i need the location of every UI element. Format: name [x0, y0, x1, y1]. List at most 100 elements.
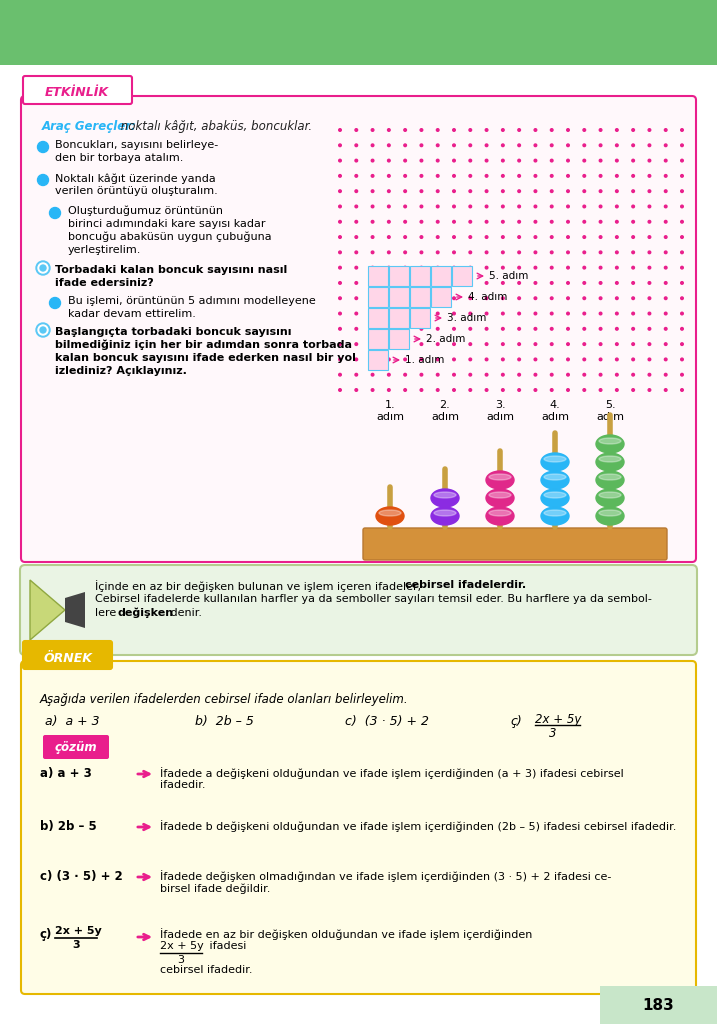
- Circle shape: [665, 189, 667, 193]
- Circle shape: [648, 174, 651, 177]
- Circle shape: [616, 189, 618, 193]
- Circle shape: [648, 189, 651, 193]
- Circle shape: [371, 328, 374, 330]
- Circle shape: [420, 312, 423, 314]
- Text: adım: adım: [596, 412, 624, 422]
- Circle shape: [534, 328, 537, 330]
- Circle shape: [404, 160, 407, 162]
- Circle shape: [355, 282, 358, 285]
- Circle shape: [338, 358, 341, 360]
- Text: den bir torbaya atalım.: den bir torbaya atalım.: [55, 153, 184, 163]
- Circle shape: [551, 205, 553, 208]
- Circle shape: [648, 266, 651, 269]
- Circle shape: [371, 236, 374, 239]
- Circle shape: [371, 282, 374, 285]
- FancyBboxPatch shape: [368, 329, 388, 349]
- Circle shape: [371, 266, 374, 269]
- Circle shape: [518, 343, 521, 345]
- Circle shape: [420, 220, 423, 223]
- Ellipse shape: [541, 471, 569, 489]
- Circle shape: [583, 251, 586, 254]
- Circle shape: [452, 282, 455, 285]
- Circle shape: [437, 374, 439, 376]
- Circle shape: [616, 205, 618, 208]
- Circle shape: [616, 297, 618, 300]
- Circle shape: [551, 328, 553, 330]
- Circle shape: [665, 312, 667, 314]
- Text: çözüm: çözüm: [54, 740, 98, 754]
- Text: bilmediğiniz için her bir adımdan sonra torbada: bilmediğiniz için her bir adımdan sonra …: [55, 340, 352, 350]
- Circle shape: [599, 374, 602, 376]
- Circle shape: [404, 205, 407, 208]
- Circle shape: [420, 236, 423, 239]
- Circle shape: [632, 312, 635, 314]
- Circle shape: [534, 343, 537, 345]
- Circle shape: [485, 282, 488, 285]
- Circle shape: [599, 282, 602, 285]
- Circle shape: [485, 129, 488, 131]
- Text: adım: adım: [486, 412, 514, 422]
- Circle shape: [452, 312, 455, 314]
- Text: 2. adım: 2. adım: [426, 334, 465, 344]
- Circle shape: [518, 189, 521, 193]
- Circle shape: [518, 328, 521, 330]
- Circle shape: [599, 205, 602, 208]
- Text: a)  a + 3: a) a + 3: [45, 715, 100, 728]
- Circle shape: [420, 129, 423, 131]
- Text: 3.: 3.: [495, 400, 505, 410]
- Circle shape: [648, 160, 651, 162]
- Ellipse shape: [596, 507, 624, 525]
- Circle shape: [469, 174, 472, 177]
- Circle shape: [551, 236, 553, 239]
- Circle shape: [502, 374, 504, 376]
- Text: ç): ç): [510, 715, 522, 728]
- Circle shape: [388, 297, 390, 300]
- Circle shape: [40, 265, 46, 271]
- Circle shape: [680, 328, 683, 330]
- Circle shape: [616, 389, 618, 391]
- Text: c) (3 · 5) + 2: c) (3 · 5) + 2: [40, 870, 123, 883]
- Circle shape: [648, 343, 651, 345]
- Circle shape: [632, 174, 635, 177]
- Circle shape: [583, 374, 586, 376]
- Circle shape: [469, 160, 472, 162]
- Circle shape: [665, 251, 667, 254]
- Circle shape: [534, 374, 537, 376]
- Circle shape: [566, 389, 569, 391]
- Circle shape: [566, 312, 569, 314]
- Circle shape: [583, 358, 586, 360]
- Text: 183: 183: [642, 997, 674, 1013]
- Text: birinci adımındaki kare sayısı kadar: birinci adımındaki kare sayısı kadar: [68, 219, 265, 229]
- Circle shape: [566, 297, 569, 300]
- Circle shape: [404, 312, 407, 314]
- Circle shape: [599, 189, 602, 193]
- Circle shape: [371, 389, 374, 391]
- FancyBboxPatch shape: [43, 735, 109, 759]
- Circle shape: [355, 129, 358, 131]
- Circle shape: [355, 220, 358, 223]
- Circle shape: [469, 266, 472, 269]
- Circle shape: [680, 374, 683, 376]
- Circle shape: [338, 160, 341, 162]
- Text: 2x + 5y: 2x + 5y: [55, 926, 102, 936]
- Text: Bu işlemi, örüntünün 5 adımını modelleyene: Bu işlemi, örüntünün 5 adımını modelleye…: [68, 296, 315, 306]
- Ellipse shape: [379, 510, 401, 516]
- Circle shape: [599, 129, 602, 131]
- Circle shape: [388, 343, 390, 345]
- Circle shape: [420, 374, 423, 376]
- Circle shape: [534, 220, 537, 223]
- Circle shape: [388, 312, 390, 314]
- FancyBboxPatch shape: [21, 96, 696, 562]
- Circle shape: [452, 160, 455, 162]
- Circle shape: [518, 358, 521, 360]
- Circle shape: [566, 251, 569, 254]
- Circle shape: [599, 312, 602, 314]
- Circle shape: [388, 282, 390, 285]
- Circle shape: [680, 160, 683, 162]
- Circle shape: [469, 144, 472, 146]
- Circle shape: [355, 189, 358, 193]
- FancyBboxPatch shape: [389, 329, 409, 349]
- Circle shape: [566, 189, 569, 193]
- Text: 1. adım: 1. adım: [405, 355, 445, 365]
- Circle shape: [437, 251, 439, 254]
